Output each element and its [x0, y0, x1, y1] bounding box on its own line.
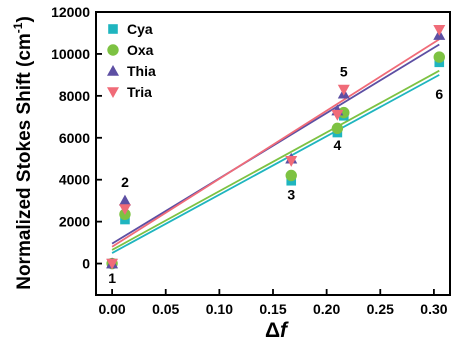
- x-axis-label: Δf: [265, 319, 289, 342]
- data-point-tria: [331, 109, 344, 121]
- x-axis-ticks: 0.00 0.05 0.10 0.15 0.20 0.25 0.30: [98, 289, 448, 317]
- point-label: 3: [287, 186, 295, 202]
- data-point-thia: [118, 194, 131, 206]
- fit-line-tria: [111, 38, 440, 248]
- legend: Cya Oxa Thia Tria: [107, 21, 156, 100]
- data-point-oxa: [285, 169, 297, 182]
- y-tick-label: 10000: [51, 46, 90, 62]
- x-tick-label: 0.15: [259, 301, 286, 317]
- data-point-oxa: [338, 106, 350, 119]
- x-tick-label: 0.05: [152, 301, 179, 317]
- point-label: 4: [333, 137, 341, 153]
- data-point-tria: [118, 204, 131, 216]
- y-tick-label: 0: [82, 256, 90, 272]
- x-tick-label: 0.25: [367, 301, 394, 317]
- point-label: 1: [108, 270, 116, 286]
- fit-line-oxa: [111, 69, 440, 251]
- legend-label: Tria: [127, 84, 152, 100]
- data-point-oxa: [331, 122, 344, 135]
- y-tick-label: 8000: [59, 88, 90, 104]
- legend-marker-cya: [108, 24, 118, 34]
- fit-lines: [111, 38, 440, 254]
- y-axis-ticks: 0 2000 4000 6000 8000 10000 12000: [51, 4, 102, 272]
- point-label: 2: [121, 174, 129, 190]
- data-point-tria: [433, 25, 446, 36]
- legend-marker-oxa: [107, 44, 119, 56]
- x-tick-label: 0.20: [313, 301, 340, 317]
- fit-line-cya: [111, 74, 440, 254]
- x-tick-label: 0.00: [98, 301, 125, 317]
- point-label: 6: [435, 86, 443, 102]
- point-label: 5: [340, 64, 348, 80]
- y-tick-label: 6000: [59, 130, 90, 146]
- point-annotations: 1 2 3 4 5 6: [108, 64, 443, 286]
- legend-marker-thia: [107, 65, 119, 76]
- legend-marker-tria: [107, 87, 119, 98]
- y-tick-label: 12000: [51, 4, 90, 20]
- x-tick-label: 0.30: [420, 301, 447, 317]
- data-points: [106, 25, 446, 270]
- data-point-tria: [106, 258, 119, 270]
- x-tick-label: 0.10: [206, 301, 233, 317]
- y-tick-label: 2000: [59, 214, 90, 230]
- y-axis-label: Normalized Stokes Shift (cm-1): [11, 16, 35, 290]
- data-point-oxa: [433, 51, 445, 63]
- y-tick-label: 4000: [59, 172, 90, 188]
- data-point-tria: [285, 156, 298, 167]
- legend-label: Oxa: [127, 42, 154, 58]
- legend-label: Thia: [127, 63, 156, 79]
- data-point-tria: [337, 84, 350, 96]
- legend-label: Cya: [127, 21, 153, 37]
